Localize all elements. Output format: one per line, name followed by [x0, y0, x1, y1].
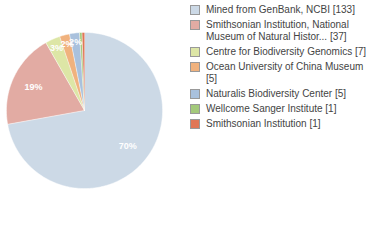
- svg-text:2%: 2%: [60, 39, 74, 49]
- html-text:Mined from GenBank, NCBI [133]: Mined from GenBank, NCBI [133]: [206, 4, 355, 15]
- svg-text:2%: 2%: [69, 37, 82, 47]
- svg-text:3%: 3%: [49, 42, 63, 53]
- html-text:Smithsonian Institution [1]: Smithsonian Institution [1]: [206, 118, 321, 129]
- html-text:Smithsonian Institution, Natio: Smithsonian Institution, National Museum…: [206, 19, 349, 42]
- html-text:Centre for Biodiversity Genomi: Centre for Biodiversity Genomics [7]: [206, 46, 367, 57]
- html-text:Naturalis Biodiversity Center: Naturalis Biodiversity Center [5]: [206, 88, 347, 99]
- svg-text:70%: 70%: [119, 141, 137, 151]
- svg-text:19%: 19%: [25, 82, 43, 92]
- html-text:Ocean University of China Muse: Ocean University of China Museum [5]: [206, 61, 364, 84]
- html-text:Wellcome Sanger Institute [1]: Wellcome Sanger Institute [1]: [206, 103, 337, 114]
